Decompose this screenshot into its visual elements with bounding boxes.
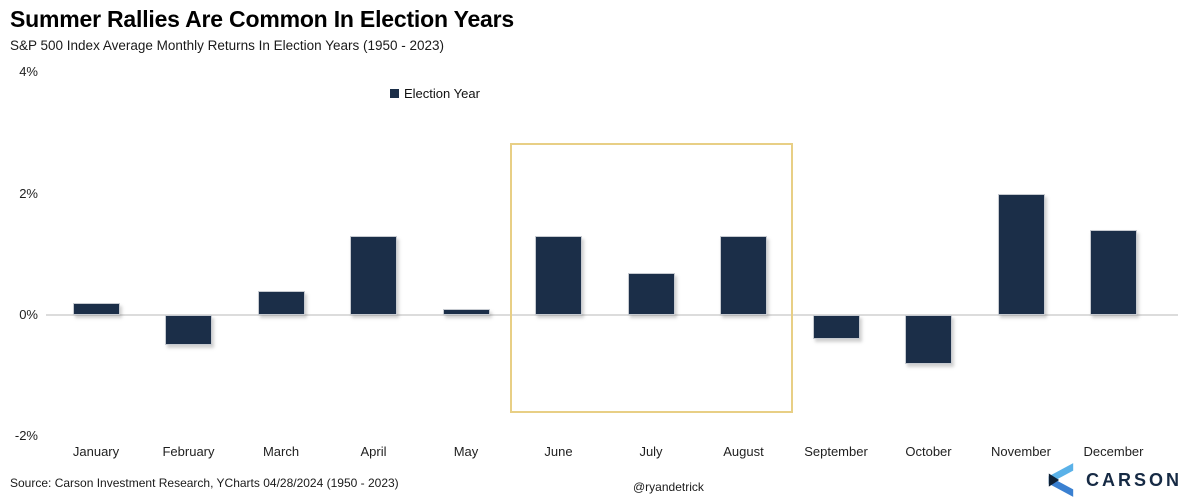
summer-highlight-box xyxy=(510,143,793,413)
bar-october xyxy=(905,315,952,364)
bar-january xyxy=(72,302,120,315)
chart-title: Summer Rallies Are Common In Election Ye… xyxy=(10,6,514,32)
bar-september xyxy=(812,315,860,340)
x-tick-october: October xyxy=(905,444,952,459)
x-tick-june: June xyxy=(544,444,573,459)
x-tick-january: January xyxy=(72,444,120,459)
x-tick-august: August xyxy=(723,444,764,459)
bar-november xyxy=(997,193,1045,315)
legend-swatch-icon xyxy=(390,89,399,98)
author-handle: @ryandetrick xyxy=(633,480,704,494)
y-tick--2pct: -2% xyxy=(14,428,38,444)
x-tick-december: December xyxy=(1083,444,1144,459)
x-tick-february: February xyxy=(162,444,215,459)
bar-may xyxy=(442,308,490,315)
bar-july xyxy=(627,272,675,315)
y-tick-2pct: 2% xyxy=(19,185,38,201)
chart-subtitle: S&P 500 Index Average Monthly Returns In… xyxy=(10,38,445,53)
bar-june xyxy=(535,236,582,315)
y-tick-4pct: 4% xyxy=(19,64,38,80)
y-tick-0pct: 0% xyxy=(19,307,38,322)
bar-august xyxy=(720,236,767,315)
x-tick-march: March xyxy=(262,444,300,459)
bar-december xyxy=(1090,230,1137,315)
carson-brand: CARSON xyxy=(1046,463,1182,497)
carson-wordmark: CARSON xyxy=(1086,469,1183,490)
x-tick-july: July xyxy=(639,444,663,459)
bar-february xyxy=(165,315,212,346)
x-tick-november: November xyxy=(991,444,1051,459)
legend: Election Year xyxy=(390,86,480,101)
source-note: Source: Carson Investment Research, YCha… xyxy=(10,476,399,490)
x-tick-may: May xyxy=(453,444,479,459)
x-tick-september: September xyxy=(804,444,868,459)
zero-axis-line xyxy=(46,314,1178,316)
bar-april xyxy=(350,236,397,315)
carson-logo-icon xyxy=(1048,463,1074,497)
x-tick-april: April xyxy=(360,444,387,459)
legend-label: Election Year xyxy=(404,86,480,101)
bar-march xyxy=(257,290,305,315)
